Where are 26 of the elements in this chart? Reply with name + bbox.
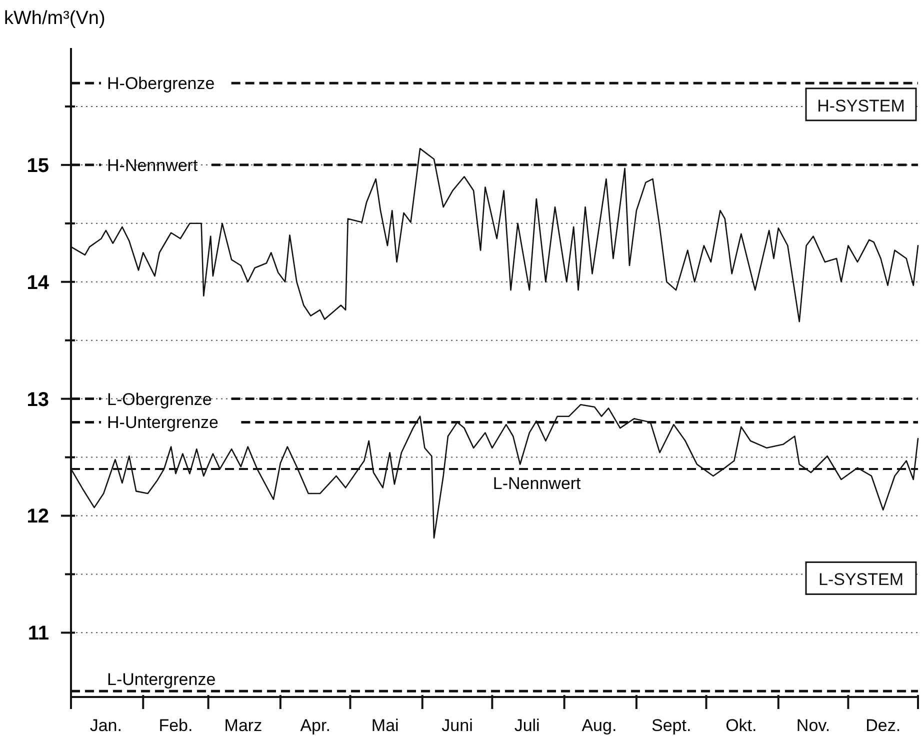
x-tick-label: Juni [442, 716, 473, 735]
x-tick-label: Nov. [796, 716, 830, 735]
y-tick-label: 14 [26, 272, 50, 294]
x-tick-label: Sept. [651, 716, 692, 735]
x-tick-label: Aug. [582, 716, 617, 735]
text: L-SYSTEM [818, 570, 904, 590]
ref-line-label: L-Obergrenze [107, 390, 212, 409]
y-tick-label: 11 [28, 622, 49, 645]
x-tick-label: Feb. [158, 716, 193, 735]
ref-line-label: H-Obergrenze [107, 74, 215, 94]
y-tick-label: 13 [26, 388, 49, 411]
ref-line-label: L-Untergrenze [107, 670, 216, 690]
x-tick-label: Marz [224, 716, 262, 735]
x-tick-label: Okt. [726, 716, 757, 735]
ref-line-label: H-Nennwert [107, 156, 198, 175]
x-tick-label: Dez. [866, 716, 901, 735]
y-tick-label: 12 [26, 506, 49, 528]
x-tick-label: Apr. [300, 716, 330, 735]
y-tick-label: 15 [26, 154, 49, 177]
y-axis-title: kWh/m³(Vn) [4, 8, 106, 29]
ref-line-label: H-Untergrenze [107, 413, 218, 432]
x-tick-label: Mai [371, 716, 399, 735]
x-tick-label: Juli [514, 716, 540, 735]
ref-line-label: L-Nennwert [492, 474, 582, 493]
text: H-SYSTEM [817, 96, 905, 116]
x-tick-label: Jan. [90, 716, 122, 735]
